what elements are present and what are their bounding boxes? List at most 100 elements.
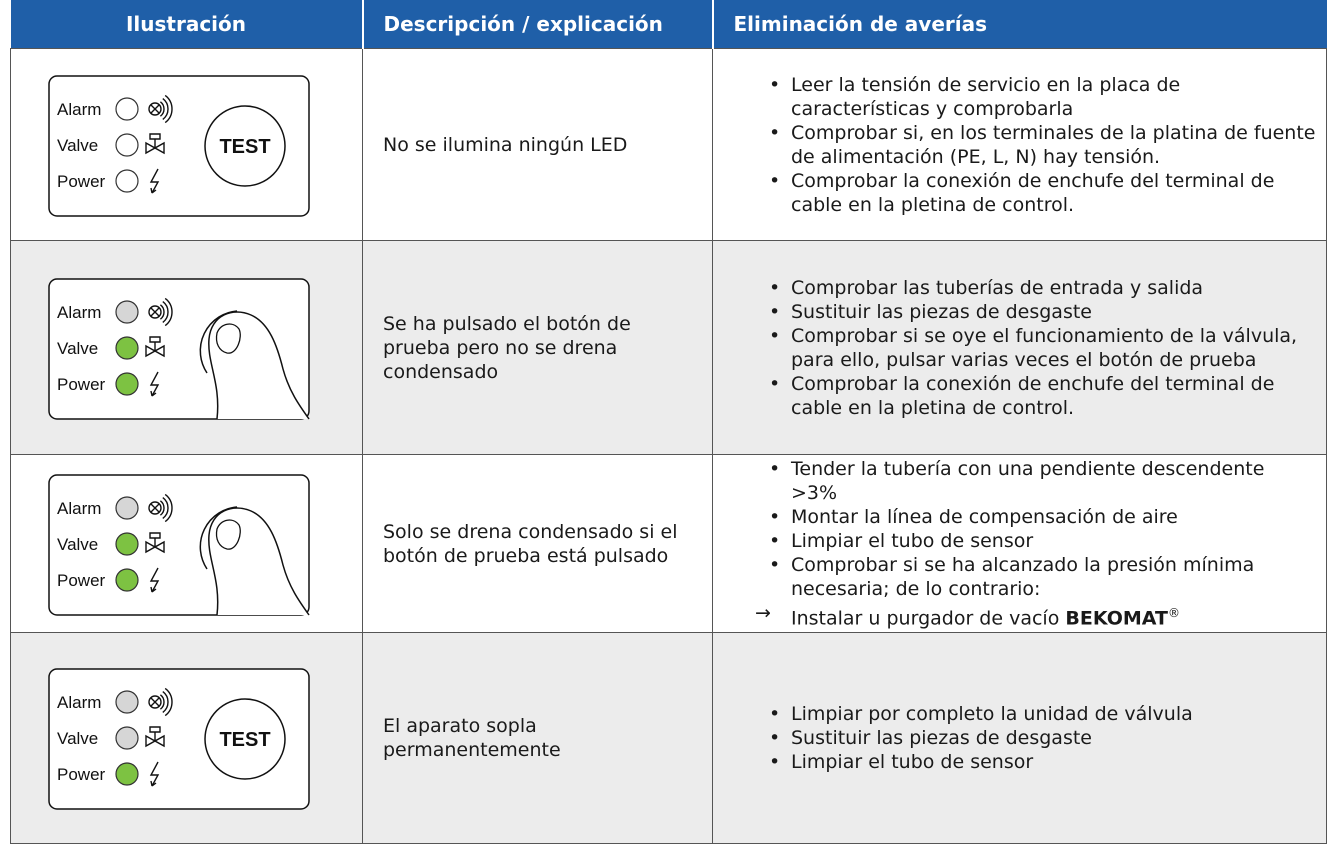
status-icon	[149, 371, 159, 397]
led-label: Alarm	[57, 499, 101, 518]
led	[114, 568, 139, 592]
alarm-icon	[150, 104, 159, 113]
product-name: BEKOMAT	[1065, 607, 1168, 630]
remedy-text: Comprobar las tuberías de entrada y sali…	[791, 276, 1204, 299]
remedy-text: Comprobar la conexión de enchufe del ter…	[791, 372, 1275, 419]
led	[114, 532, 139, 556]
indicator-panel: Alarm Valve Power TEST	[47, 668, 310, 811]
remedy-text: Limpiar el tubo de sensor	[791, 530, 1034, 552]
indicator-panel: Alarm Valve Power TEST	[47, 74, 310, 217]
status-icon	[144, 531, 165, 553]
remedy-item: Limpiar por completo la unidad de válvul…	[769, 702, 1316, 726]
led	[114, 299, 139, 324]
remedy-item: Comprobar si se ha alcanzado la presión …	[769, 553, 1316, 601]
status-icon	[144, 726, 165, 748]
led-label: Valve	[57, 729, 98, 748]
alarm-wave	[161, 97, 169, 120]
test-button-label: TEST	[219, 729, 270, 751]
led	[114, 335, 139, 360]
description-cell: El aparato sopla permanentemente	[362, 632, 713, 844]
led-label: Valve	[57, 339, 98, 358]
test-button	[203, 698, 286, 781]
status-icon	[149, 761, 159, 787]
remedy-text: Sustituir las piezas de desgaste	[791, 727, 1092, 750]
status-icon	[149, 567, 159, 593]
remedy-item: Limpiar el tubo de sensor	[769, 529, 1316, 553]
fingernail	[215, 519, 241, 550]
alarm-wave	[164, 94, 173, 123]
troubleshooting-table: Ilustración Descripción / explicación El…	[10, 0, 1327, 844]
remedy-item: Sustituir las piezas de desgaste	[769, 300, 1316, 324]
registered-mark: ®	[1167, 606, 1180, 620]
status-icon	[144, 335, 165, 357]
remedy-text: Limpiar por completo la unidad de válvul…	[791, 703, 1193, 726]
status-icon	[147, 297, 173, 326]
remedy-cell: Tender la tubería con una pendiente desc…	[712, 453, 1327, 634]
alarm-icon	[147, 101, 162, 116]
indicator-panel: Alarm Valve Power	[47, 473, 310, 616]
remedy-text: Comprobar si se oye el funcionamiento de…	[791, 324, 1298, 371]
valve-icon	[144, 132, 165, 154]
status-icon	[149, 168, 159, 194]
illustration-cell: Alarm Valve Power	[10, 453, 363, 634]
status-icon	[147, 688, 173, 717]
alarm-wave	[159, 303, 165, 320]
alarm-icon	[150, 307, 159, 316]
fingernail	[215, 322, 241, 354]
illustration-cell: Alarm Valve Power TEST	[10, 632, 363, 844]
remedy-list: Comprobar las tuberías de entrada y sali…	[713, 274, 1326, 422]
power-icon	[149, 761, 159, 787]
alarm-wave	[159, 694, 165, 711]
remedy-item: Montar la línea de compensación de aire	[769, 505, 1316, 529]
remedy-text: Comprobar si, en los terminales de la pl…	[791, 121, 1316, 168]
led	[114, 132, 139, 157]
remedy-list: Tender la tubería con una pendiente desc…	[713, 455, 1326, 632]
status-icon	[147, 94, 173, 123]
remedy-item: Comprobar la conexión de enchufe del ter…	[769, 169, 1316, 217]
remedy-item: Comprobar las tuberías de entrada y sali…	[769, 276, 1316, 300]
test-button	[203, 104, 286, 187]
alarm-wave	[161, 496, 169, 519]
led-label: Alarm	[57, 693, 101, 712]
indicator-panel: Alarm Valve Power	[47, 277, 310, 420]
alarm-wave	[161, 691, 169, 714]
table-row: Alarm Valve Power TEST El aparato sopla perm…	[10, 632, 1327, 844]
led-label: Power	[57, 375, 106, 394]
alarm-icon	[150, 697, 159, 707]
power-icon	[149, 371, 159, 397]
table-row: Alarm Valve Power Solo se drena condensado …	[10, 453, 1327, 634]
valve-icon	[144, 335, 165, 357]
table-row: Alarm Valve Power TEST No se ilumina ningún …	[10, 48, 1327, 241]
remedy-item: Leer la tensión de servicio en la placa …	[769, 73, 1316, 121]
table-row: Alarm Valve Power Se ha pulsado el botón de…	[10, 240, 1327, 455]
remedy-text: Comprobar la conexión de enchufe del ter…	[791, 169, 1275, 216]
remedy-text: Leer la tensión de servicio en la placa …	[791, 73, 1181, 120]
remedy-list: Limpiar por completo la unidad de válvul…	[713, 700, 1326, 776]
remedy-text: Tender la tubería con una pendiente desc…	[791, 458, 1265, 504]
remedy-text: Sustituir las piezas de desgaste	[791, 300, 1092, 323]
remedy-text: Comprobar si se ha alcanzado la presión …	[791, 554, 1255, 600]
alarm-wave	[161, 300, 169, 323]
remedy-cell: Comprobar las tuberías de entrada y sali…	[712, 240, 1327, 455]
remedy-cell: Leer la tensión de servicio en la placa …	[712, 48, 1327, 241]
remedy-text: Montar la línea de compensación de aire	[791, 506, 1178, 528]
led	[114, 168, 139, 193]
led	[114, 96, 139, 121]
led-label: Valve	[57, 136, 98, 155]
remedy-item: Sustituir las piezas de desgaste	[769, 726, 1316, 750]
valve-icon	[144, 726, 165, 748]
led-label: Alarm	[57, 303, 101, 322]
valve-icon	[144, 531, 165, 553]
alarm-wave	[159, 499, 165, 516]
alarm-wave	[159, 100, 165, 117]
alarm-icon	[147, 500, 162, 515]
led	[114, 496, 139, 520]
test-button-label: TEST	[219, 136, 270, 158]
remedy-item: Comprobar si se oye el funcionamiento de…	[769, 324, 1316, 372]
led	[114, 371, 139, 396]
power-icon	[149, 567, 159, 593]
power-icon	[149, 168, 159, 194]
remedy-text: Instalar u purgador de vacío	[791, 607, 1066, 630]
alarm-icon	[150, 503, 159, 513]
header-row: Ilustración Descripción / explicación El…	[10, 0, 1327, 49]
